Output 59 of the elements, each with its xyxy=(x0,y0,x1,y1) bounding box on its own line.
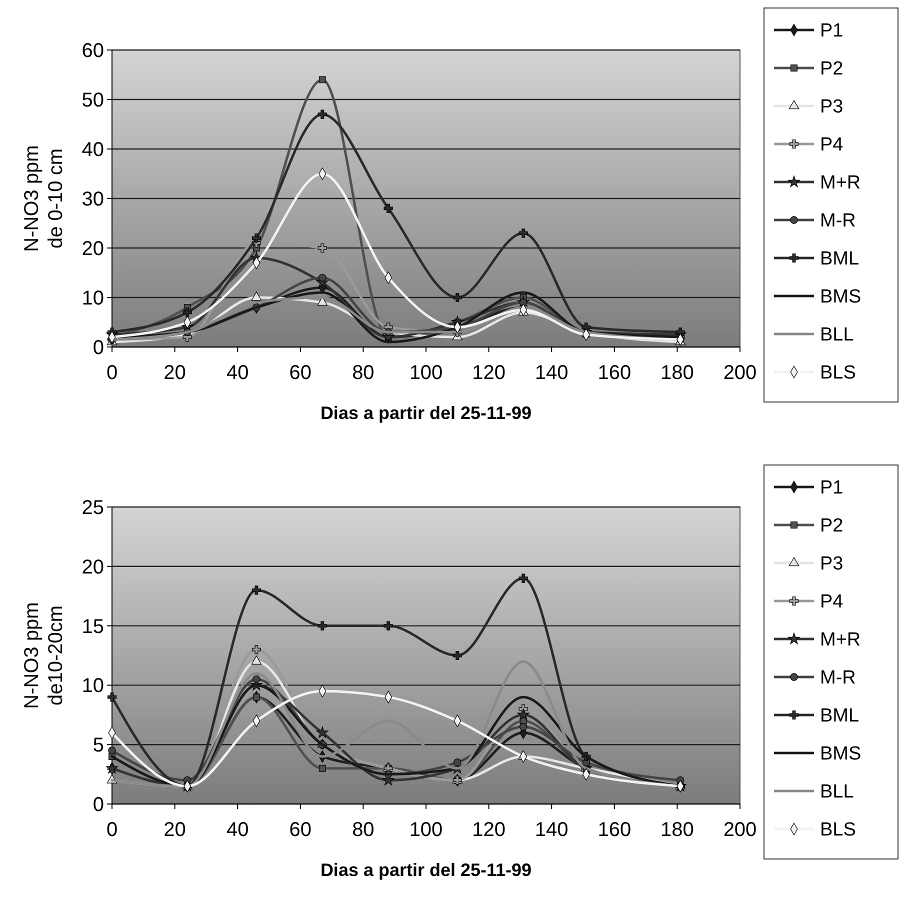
y-tick-label: 15 xyxy=(82,616,104,638)
x-tick-label: 20 xyxy=(164,362,186,384)
y-tick-label: 20 xyxy=(82,238,104,260)
legend-label: P4 xyxy=(820,592,844,613)
x-tick-label: 20 xyxy=(164,819,186,841)
x-tick-label: 140 xyxy=(534,362,568,384)
legend-label: M+R xyxy=(820,630,861,651)
legend-label: P1 xyxy=(820,20,844,42)
x-tick-label: 160 xyxy=(598,362,632,384)
y-tick-label: 0 xyxy=(92,794,104,816)
y-tick-label: 40 xyxy=(82,139,104,161)
x-tick-label: 40 xyxy=(226,362,249,384)
legend-label: P3 xyxy=(820,96,844,118)
x-tick-label: 160 xyxy=(598,819,632,841)
x-tick-label: 80 xyxy=(352,819,374,841)
y-axis-title: N-NO3 ppm de 0-10 cm xyxy=(21,145,67,252)
x-tick-label: 60 xyxy=(289,819,312,841)
x-tick-label: 180 xyxy=(660,362,694,384)
x-tick-label: 60 xyxy=(289,362,312,384)
legend-label: P2 xyxy=(820,516,844,537)
y-tick-label: 50 xyxy=(82,90,104,112)
x-tick-label: 200 xyxy=(723,362,757,384)
y-tick-label: 0 xyxy=(92,337,104,359)
legend-label: M-R xyxy=(820,210,856,232)
legend-label: BLL xyxy=(820,782,854,803)
legend-label: P3 xyxy=(820,554,844,575)
legend-label: BMS xyxy=(820,286,862,308)
legend-label: BML xyxy=(820,248,860,270)
x-axis-title: Dias a partir del 25-11-99 xyxy=(320,403,532,423)
x-tick-label: 40 xyxy=(226,819,249,841)
x-tick-label: 0 xyxy=(106,362,118,384)
legend-label: BMS xyxy=(820,744,862,765)
legend-label: BLS xyxy=(820,362,856,384)
x-tick-label: 100 xyxy=(409,819,443,841)
legend-label: BML xyxy=(820,706,860,727)
x-tick-label: 180 xyxy=(660,819,694,841)
legend-label: P1 xyxy=(820,478,844,499)
x-tick-label: 0 xyxy=(106,819,118,841)
y-tick-label: 30 xyxy=(82,188,104,210)
x-tick-label: 80 xyxy=(352,362,374,384)
x-tick-label: 200 xyxy=(723,819,757,841)
legend-label: M-R xyxy=(820,668,856,689)
x-tick-label: 100 xyxy=(409,362,443,384)
y-tick-label: 25 xyxy=(82,497,104,519)
legend-label: P4 xyxy=(820,134,844,156)
y-axis-title: N-NO3 ppm de10-20cm xyxy=(21,602,67,709)
legend-label: BLL xyxy=(820,324,854,346)
y-tick-label: 60 xyxy=(82,40,104,62)
y-tick-label: 10 xyxy=(82,288,104,310)
legend-label: P2 xyxy=(820,58,844,80)
x-tick-label: 120 xyxy=(472,362,506,384)
y-tick-label: 10 xyxy=(82,675,104,698)
legend-label: M+R xyxy=(820,172,861,194)
y-tick-label: 20 xyxy=(82,556,104,578)
legend-label: BLS xyxy=(820,820,856,841)
x-axis-title: Dias a partir del 25-11-99 xyxy=(320,860,532,880)
x-tick-label: 140 xyxy=(534,819,568,841)
x-tick-label: 120 xyxy=(472,819,506,841)
y-tick-label: 5 xyxy=(92,734,104,757)
